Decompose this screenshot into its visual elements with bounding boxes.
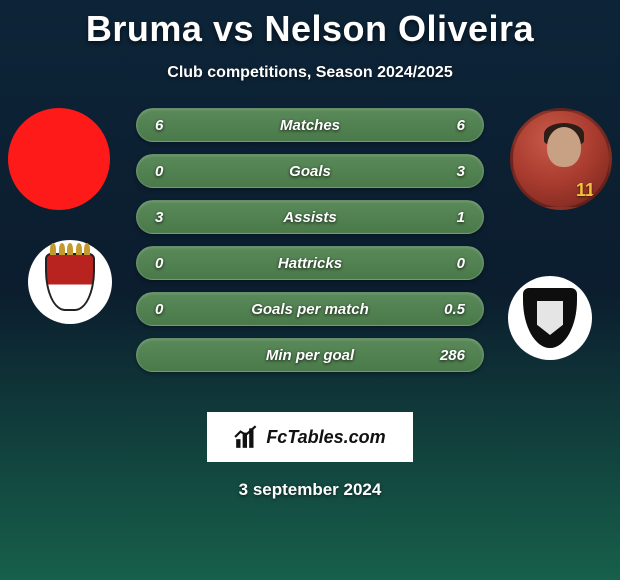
stat-row-goals: 0 Goals 3 [136,154,484,188]
brand-badge: FcTables.com [207,412,413,462]
comparison-area: 11 6 Matches 6 0 Goals 3 3 Assists 1 [0,108,620,398]
stat-label: Goals [137,163,483,180]
stat-label: Matches [137,117,483,134]
stat-right-value: 6 [457,117,465,134]
page-title: Bruma vs Nelson Oliveira [0,0,620,50]
stat-label: Goals per match [137,301,483,318]
player-left-avatar [8,108,110,210]
stat-label: Hattricks [137,255,483,272]
stat-label: Min per goal [137,347,483,364]
crown-icon [50,243,90,255]
club-logo-right [508,276,592,360]
stats-column: 6 Matches 6 0 Goals 3 3 Assists 1 0 Hatt… [136,108,484,372]
stat-right-value: 286 [440,347,465,364]
player-right-avatar: 11 [510,108,612,210]
stat-row-assists: 3 Assists 1 [136,200,484,234]
stat-label: Assists [137,209,483,226]
stat-right-value: 1 [457,209,465,226]
stat-left-value: 3 [155,209,163,226]
stat-right-value: 0.5 [444,301,465,318]
stat-row-goals-per-match: 0 Goals per match 0.5 [136,292,484,326]
stat-left-value: 0 [155,255,163,272]
stat-row-matches: 6 Matches 6 [136,108,484,142]
stat-row-min-per-goal: Min per goal 286 [136,338,484,372]
date-text: 3 september 2024 [0,480,620,500]
club-logo-left [28,240,112,324]
stat-left-value: 6 [155,117,163,134]
avatar-head [547,127,581,167]
shield-inner-icon [537,301,563,335]
stat-right-value: 3 [457,163,465,180]
stat-right-value: 0 [457,255,465,272]
stat-left-value: 0 [155,301,163,318]
guimaraes-shield-icon [523,288,577,348]
braga-shield-icon [45,253,95,311]
subtitle: Club competitions, Season 2024/2025 [0,64,620,82]
brand-text: FcTables.com [266,427,385,448]
stat-row-hattricks: 0 Hattricks 0 [136,246,484,280]
bar-chart-icon [234,424,260,450]
stat-left-value: 0 [155,163,163,180]
player-right-jersey-number: 11 [576,180,595,201]
